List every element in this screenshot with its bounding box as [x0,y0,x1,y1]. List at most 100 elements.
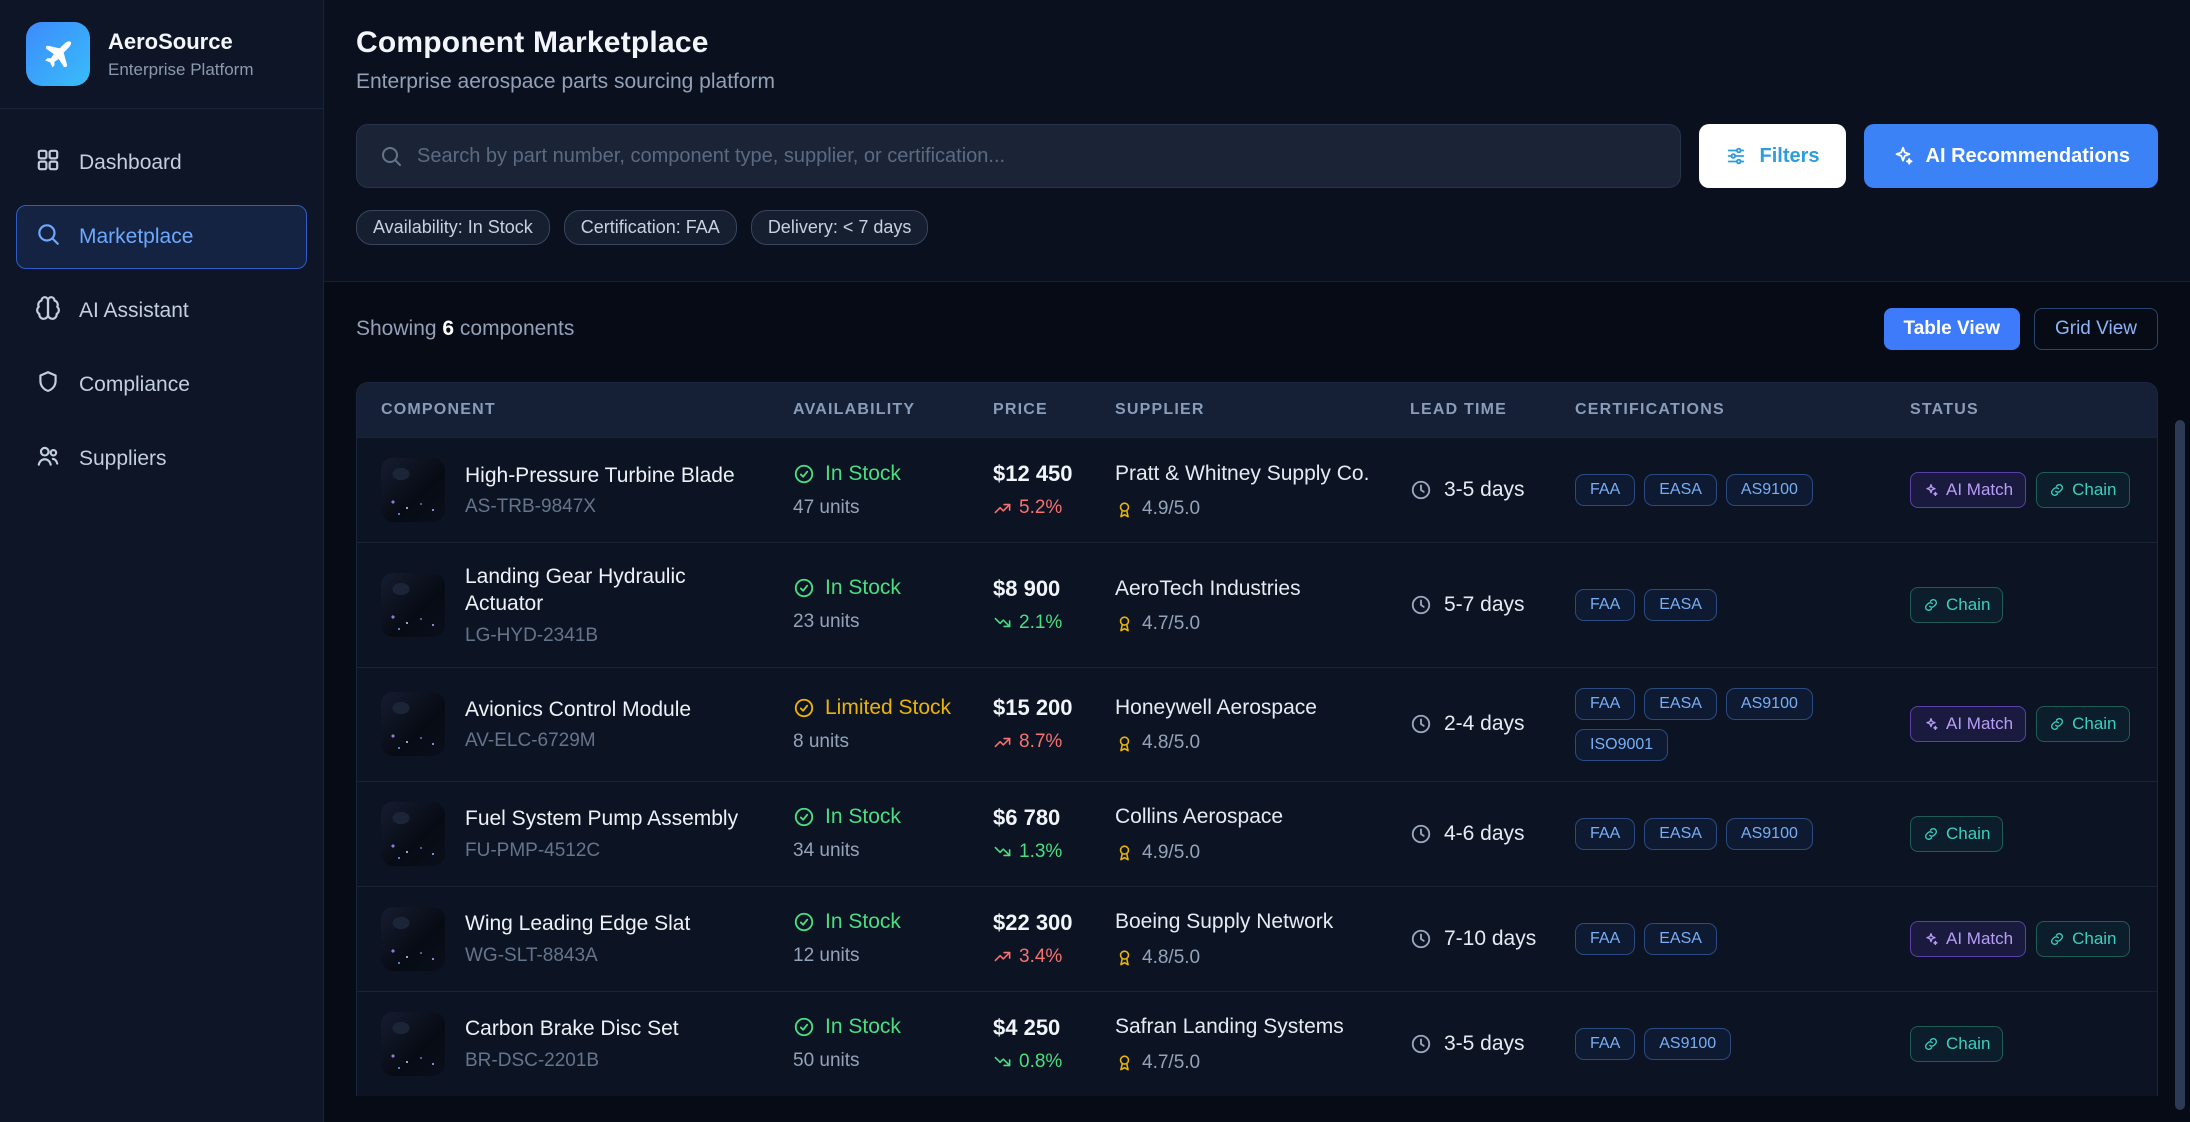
ai-match-badge[interactable]: AI Match [1910,472,2026,508]
certification-pill: FAA [1575,474,1635,506]
table-row[interactable]: Landing Gear Hydraulic ActuatorLG-HYD-23… [357,542,2157,667]
supplier-cell: Collins Aerospace4.9/5.0 [1115,803,1410,863]
component-name: Avionics Control Module [465,696,691,723]
filter-chip-certification[interactable]: Certification: FAA [564,210,737,245]
certification-pill: AS9100 [1726,688,1813,720]
table-row[interactable]: Carbon Brake Disc SetBR-DSC-2201BIn Stoc… [357,991,2157,1096]
table-row[interactable]: Avionics Control ModuleAV-ELC-6729M Limit… [357,667,2157,781]
price-change-value: 1.3% [1019,841,1062,863]
link-icon [2049,931,2065,947]
supplier-rating: 4.9/5.0 [1115,842,1410,864]
certifications-cell: FAAEASA [1575,923,1910,955]
chain-badge[interactable]: Chain [1910,587,2003,623]
trending-down-icon [993,613,1012,632]
component-cell: High-Pressure Turbine Blade AS-TRB-9847X [381,458,793,522]
price-cell: $8 9002.1% [993,576,1115,634]
filter-chips: Availability: In Stock Certification: FA… [356,210,2158,245]
results-count-number: 6 [442,317,454,340]
chain-badge[interactable]: Chain [1910,816,2003,852]
filter-chip-delivery[interactable]: Delivery: < 7 days [751,210,929,245]
results-count: Showing 6 components [356,317,574,341]
price-amount: $12 450 [993,461,1115,487]
availability-label: In Stock [825,576,901,600]
certification-pill: FAA [1575,1028,1635,1060]
component-name: Wing Leading Edge Slat [465,910,690,937]
shield-icon [35,369,61,401]
ai-recommendations-button[interactable]: AI Recommendations [1864,124,2158,188]
certification-pill: AS9100 [1644,1028,1731,1060]
availability-label: Limited Stock [825,696,951,720]
component-part-number: AS-TRB-9847X [465,496,735,518]
grid-view-button[interactable]: Grid View [2034,308,2158,350]
lead-time-value: 4-6 days [1444,822,1525,846]
chain-label: Chain [2072,714,2116,734]
status-cell: Chain [1910,816,2133,852]
sidebar-item-dashboard[interactable]: Dashboard [16,131,307,195]
component-thumbnail [381,573,445,637]
check-circle-icon [793,911,815,933]
ai-match-label: AI Match [1946,714,2013,734]
component-name: Carbon Brake Disc Set [465,1015,679,1042]
sidebar-nav: Dashboard Marketplace AI Assistant Compl… [0,109,323,513]
status-cell: AI Match Chain [1910,472,2133,508]
sidebar-item-ai-assistant[interactable]: AI Assistant [16,279,307,343]
component-text: Carbon Brake Disc Set BR-DSC-2201B [465,1015,679,1071]
clock-icon [1410,928,1432,950]
search-icon [379,144,403,168]
table-row[interactable]: High-Pressure Turbine BladeAS-TRB-9847XI… [357,437,2157,542]
chain-badge[interactable]: Chain [1910,1026,2003,1062]
supplier-rating-value: 4.8/5.0 [1142,947,1200,969]
column-header-availability: AVAILABILITY [793,401,993,419]
sidebar: AeroSource Enterprise Platform Dashboard… [0,0,324,1122]
sidebar-item-label: Dashboard [79,151,182,175]
component-cell: Avionics Control ModuleAV-ELC-6729M [381,692,793,756]
search-box[interactable] [356,124,1681,188]
supplier-rating: 4.7/5.0 [1115,613,1410,635]
availability-units: 47 units [793,497,993,519]
column-header-certifications: CERTIFICATIONS [1575,401,1910,419]
table-row[interactable]: Fuel System Pump AssemblyFU-PMP-4512CIn … [357,781,2157,886]
price-cell: $4 2500.8% [993,1015,1115,1073]
sidebar-item-compliance[interactable]: Compliance [16,353,307,417]
supplier-rating-value: 4.7/5.0 [1142,1052,1200,1074]
ai-match-badge[interactable]: AI Match [1910,706,2026,742]
availability-label: In Stock [825,805,901,829]
certifications-cell: FAAEASAAS9100 [1575,818,1910,850]
component-part-number: BR-DSC-2201B [465,1050,679,1072]
availability-status: In Stock [793,576,993,600]
component-text: Wing Leading Edge SlatWG-SLT-8843A [465,910,690,966]
supplier-rating-value: 4.8/5.0 [1142,732,1200,754]
certification-pill: EASA [1644,688,1717,720]
chain-badge[interactable]: Chain [2036,921,2129,957]
sidebar-item-suppliers[interactable]: Suppliers [16,427,307,491]
price-change-value: 3.4% [1019,946,1062,968]
price-cell: $22 3003.4% [993,910,1115,968]
lead-time-value: 5-7 days [1444,593,1525,617]
column-header-component: COMPONENT [381,401,793,419]
sidebar-item-marketplace[interactable]: Marketplace [16,205,307,269]
ai-match-badge[interactable]: AI Match [1910,921,2026,957]
search-input[interactable] [417,145,1658,168]
certification-pill: FAA [1575,818,1635,850]
chain-label: Chain [1946,824,1990,844]
price-amount: $4 250 [993,1015,1115,1041]
component-name: High-Pressure Turbine Blade [465,462,735,489]
table-view-button[interactable]: Table View [1884,308,2020,350]
filters-button[interactable]: Filters [1699,124,1845,188]
availability-units: 8 units [793,731,993,753]
supplier-rating: 4.8/5.0 [1115,947,1410,969]
table-row[interactable]: Wing Leading Edge SlatWG-SLT-8843AIn Sto… [357,886,2157,991]
price-change: 2.1% [993,612,1115,634]
certification-pill: FAA [1575,923,1635,955]
availability-status: In Stock [793,805,993,829]
status-cell: Chain [1910,1026,2133,1062]
price-change-value: 8.7% [1019,731,1062,753]
chain-badge[interactable]: Chain [2036,472,2129,508]
scrollbar[interactable] [2175,420,2185,1110]
filter-chip-availability[interactable]: Availability: In Stock [356,210,550,245]
component-text: Landing Gear Hydraulic ActuatorLG-HYD-23… [465,563,745,647]
chain-badge[interactable]: Chain [2036,706,2129,742]
sidebar-item-label: Suppliers [79,447,167,471]
price-amount: $15 200 [993,695,1115,721]
supplier-cell: AeroTech Industries4.7/5.0 [1115,575,1410,635]
